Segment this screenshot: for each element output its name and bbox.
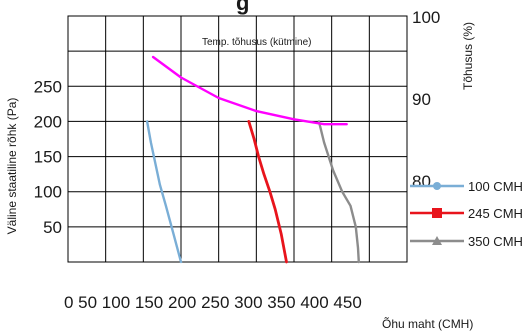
x-tick-labels: 0 50 100 150 200 250 300 350 400 450 bbox=[64, 293, 362, 312]
y-tick-labels: 50 100 150 200 250 bbox=[34, 77, 62, 237]
chart-title-fragment: g bbox=[236, 0, 249, 15]
x-tick-label-row: 0 50 100 150 200 250 300 350 400 450 bbox=[64, 293, 362, 312]
y-tick-label: 50 bbox=[43, 218, 62, 237]
y2-axis-label: Tõhusus (%) bbox=[461, 22, 475, 90]
series-line-1 bbox=[247, 120, 288, 264]
legend-marker-square bbox=[432, 208, 442, 218]
legend: 100 CMH 245 CMH 350 CMH bbox=[410, 179, 523, 249]
y-tick-label: 250 bbox=[34, 77, 62, 96]
x-axis-label: Õhu maht (CMH) bbox=[382, 316, 473, 331]
plot-frame bbox=[67, 15, 408, 263]
gridlines bbox=[68, 16, 407, 262]
y2-tick-label: 80 bbox=[412, 172, 431, 191]
legend-label: 100 CMH bbox=[468, 179, 523, 194]
series-line-3 bbox=[151, 55, 348, 126]
legend-marker-circle bbox=[433, 182, 441, 190]
y2-tick-labels: 80 90 100 bbox=[412, 8, 440, 191]
y-tick-label: 200 bbox=[34, 112, 62, 131]
y-tick-label: 100 bbox=[34, 183, 62, 202]
legend-label: 245 CMH bbox=[468, 206, 523, 221]
series-line-2 bbox=[317, 120, 360, 264]
y2-tick-label: 90 bbox=[412, 90, 431, 109]
legend-label: 350 CMH bbox=[468, 234, 523, 249]
y2-tick-label: 100 bbox=[412, 8, 440, 27]
y-axis-label: Väline staatiline rõhk (Pa) bbox=[5, 98, 19, 235]
y-tick-label: 150 bbox=[34, 148, 62, 167]
series-lines bbox=[145, 55, 360, 264]
series-line-0 bbox=[145, 120, 183, 264]
efficiency-annotation: Temp. tõhusus (kütmine) bbox=[202, 37, 312, 48]
legend-marker-triangle bbox=[432, 236, 442, 245]
